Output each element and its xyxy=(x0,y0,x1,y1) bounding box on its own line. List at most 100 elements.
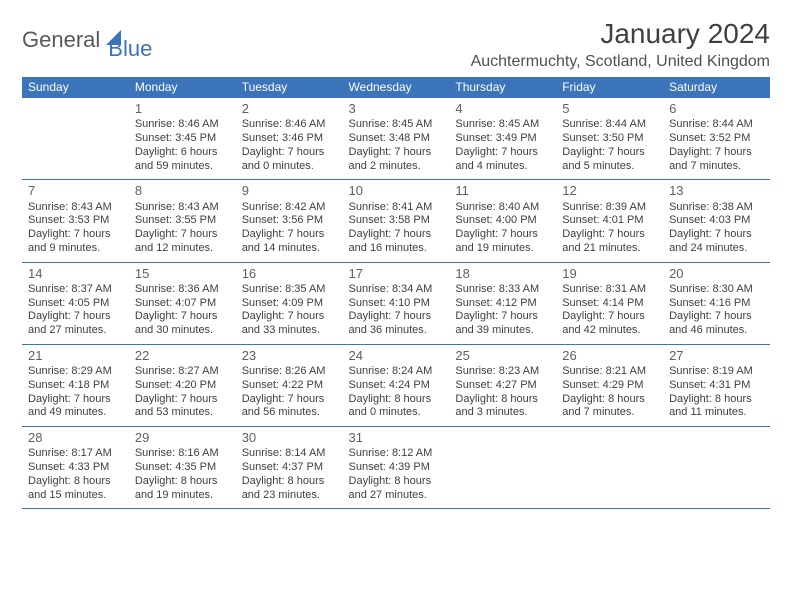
calendar-cell: 16Sunrise: 8:35 AMSunset: 4:09 PMDayligh… xyxy=(236,262,343,344)
day-number: 8 xyxy=(135,183,230,199)
cell-line: and 30 minutes. xyxy=(135,324,230,338)
cell-line: and 5 minutes. xyxy=(562,160,657,174)
cell-line: and 15 minutes. xyxy=(28,489,123,503)
cell-line: and 56 minutes. xyxy=(242,406,337,420)
cell-line: Daylight: 8 hours xyxy=(28,475,123,489)
cell-line: and 42 minutes. xyxy=(562,324,657,338)
calendar-row: 28Sunrise: 8:17 AMSunset: 4:33 PMDayligh… xyxy=(22,427,770,509)
cell-line: Sunset: 3:49 PM xyxy=(455,132,550,146)
cell-line: and 59 minutes. xyxy=(135,160,230,174)
cell-line: Sunset: 4:35 PM xyxy=(135,461,230,475)
day-number: 29 xyxy=(135,430,230,446)
cell-line: and 27 minutes. xyxy=(28,324,123,338)
calendar-cell xyxy=(556,427,663,509)
logo: General Blue xyxy=(22,18,152,62)
calendar-row: 1Sunrise: 8:46 AMSunset: 3:45 PMDaylight… xyxy=(22,98,770,180)
cell-line: Daylight: 7 hours xyxy=(562,310,657,324)
day-number: 16 xyxy=(242,266,337,282)
calendar-cell: 23Sunrise: 8:26 AMSunset: 4:22 PMDayligh… xyxy=(236,344,343,426)
calendar-cell: 9Sunrise: 8:42 AMSunset: 3:56 PMDaylight… xyxy=(236,180,343,262)
cell-line: Sunset: 4:09 PM xyxy=(242,297,337,311)
day-number: 27 xyxy=(669,348,764,364)
day-number: 6 xyxy=(669,101,764,117)
cell-line: Daylight: 8 hours xyxy=(455,393,550,407)
cell-line: Daylight: 7 hours xyxy=(455,228,550,242)
header: General Blue January 2024 Auchtermuchty,… xyxy=(22,18,770,71)
cell-line: Sunrise: 8:23 AM xyxy=(455,365,550,379)
cell-line: Daylight: 8 hours xyxy=(349,475,444,489)
day-number: 5 xyxy=(562,101,657,117)
cell-line: and 21 minutes. xyxy=(562,242,657,256)
day-number: 11 xyxy=(455,183,550,199)
cell-line: and 49 minutes. xyxy=(28,406,123,420)
day-number: 25 xyxy=(455,348,550,364)
cell-line: Sunset: 4:20 PM xyxy=(135,379,230,393)
calendar-cell: 5Sunrise: 8:44 AMSunset: 3:50 PMDaylight… xyxy=(556,98,663,180)
cell-line: and 7 minutes. xyxy=(669,160,764,174)
day-number: 2 xyxy=(242,101,337,117)
calendar-cell: 31Sunrise: 8:12 AMSunset: 4:39 PMDayligh… xyxy=(343,427,450,509)
month-title: January 2024 xyxy=(471,18,770,50)
calendar-cell: 25Sunrise: 8:23 AMSunset: 4:27 PMDayligh… xyxy=(449,344,556,426)
cell-line: Sunset: 4:39 PM xyxy=(349,461,444,475)
cell-line: Sunrise: 8:44 AM xyxy=(669,118,764,132)
weekday-header: Sunday xyxy=(22,77,129,98)
cell-line: Sunrise: 8:37 AM xyxy=(28,283,123,297)
cell-line: Daylight: 7 hours xyxy=(242,146,337,160)
calendar-cell xyxy=(22,98,129,180)
calendar-cell: 13Sunrise: 8:38 AMSunset: 4:03 PMDayligh… xyxy=(663,180,770,262)
calendar-cell: 6Sunrise: 8:44 AMSunset: 3:52 PMDaylight… xyxy=(663,98,770,180)
cell-line: Sunrise: 8:19 AM xyxy=(669,365,764,379)
calendar-cell: 30Sunrise: 8:14 AMSunset: 4:37 PMDayligh… xyxy=(236,427,343,509)
cell-line: Sunset: 3:55 PM xyxy=(135,214,230,228)
cell-line: Daylight: 7 hours xyxy=(669,228,764,242)
cell-line: Sunset: 3:45 PM xyxy=(135,132,230,146)
cell-line: and 33 minutes. xyxy=(242,324,337,338)
cell-line: Sunrise: 8:36 AM xyxy=(135,283,230,297)
cell-line: and 11 minutes. xyxy=(669,406,764,420)
day-number: 12 xyxy=(562,183,657,199)
cell-line: Sunrise: 8:21 AM xyxy=(562,365,657,379)
cell-line: and 24 minutes. xyxy=(669,242,764,256)
cell-line: Daylight: 8 hours xyxy=(562,393,657,407)
calendar-cell xyxy=(663,427,770,509)
cell-line: Sunset: 4:27 PM xyxy=(455,379,550,393)
weekday-header: Friday xyxy=(556,77,663,98)
cell-line: Sunrise: 8:27 AM xyxy=(135,365,230,379)
cell-line: Daylight: 7 hours xyxy=(562,228,657,242)
day-number: 13 xyxy=(669,183,764,199)
weekday-header: Monday xyxy=(129,77,236,98)
day-number: 30 xyxy=(242,430,337,446)
cell-line: Sunrise: 8:24 AM xyxy=(349,365,444,379)
cell-line: Sunset: 4:05 PM xyxy=(28,297,123,311)
cell-line: Sunset: 3:56 PM xyxy=(242,214,337,228)
cell-line: Sunrise: 8:12 AM xyxy=(349,447,444,461)
calendar-cell: 7Sunrise: 8:43 AMSunset: 3:53 PMDaylight… xyxy=(22,180,129,262)
calendar-cell: 27Sunrise: 8:19 AMSunset: 4:31 PMDayligh… xyxy=(663,344,770,426)
cell-line: Daylight: 7 hours xyxy=(349,228,444,242)
cell-line: Sunrise: 8:43 AM xyxy=(135,201,230,215)
cell-line: Daylight: 8 hours xyxy=(669,393,764,407)
cell-line: and 53 minutes. xyxy=(135,406,230,420)
calendar-cell: 18Sunrise: 8:33 AMSunset: 4:12 PMDayligh… xyxy=(449,262,556,344)
day-number: 24 xyxy=(349,348,444,364)
cell-line: and 36 minutes. xyxy=(349,324,444,338)
day-number: 19 xyxy=(562,266,657,282)
cell-line: and 12 minutes. xyxy=(135,242,230,256)
cell-line: and 19 minutes. xyxy=(135,489,230,503)
cell-line: and 16 minutes. xyxy=(349,242,444,256)
calendar-cell: 24Sunrise: 8:24 AMSunset: 4:24 PMDayligh… xyxy=(343,344,450,426)
calendar-cell: 17Sunrise: 8:34 AMSunset: 4:10 PMDayligh… xyxy=(343,262,450,344)
calendar-cell: 11Sunrise: 8:40 AMSunset: 4:00 PMDayligh… xyxy=(449,180,556,262)
cell-line: Daylight: 7 hours xyxy=(349,146,444,160)
cell-line: Daylight: 8 hours xyxy=(242,475,337,489)
weekday-header: Wednesday xyxy=(343,77,450,98)
calendar-row: 14Sunrise: 8:37 AMSunset: 4:05 PMDayligh… xyxy=(22,262,770,344)
cell-line: Sunrise: 8:26 AM xyxy=(242,365,337,379)
cell-line: and 14 minutes. xyxy=(242,242,337,256)
cell-line: Sunrise: 8:42 AM xyxy=(242,201,337,215)
day-number: 23 xyxy=(242,348,337,364)
cell-line: Daylight: 7 hours xyxy=(135,393,230,407)
calendar-row: 21Sunrise: 8:29 AMSunset: 4:18 PMDayligh… xyxy=(22,344,770,426)
cell-line: Sunset: 3:48 PM xyxy=(349,132,444,146)
